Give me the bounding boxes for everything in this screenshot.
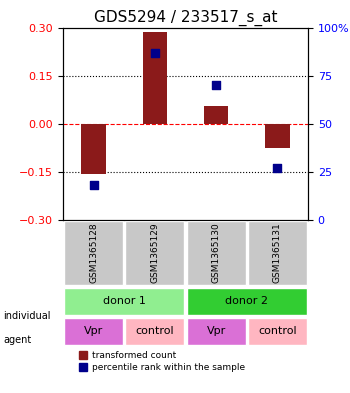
Text: agent: agent (4, 335, 32, 345)
Bar (81, 124, 106, 174)
FancyBboxPatch shape (248, 318, 307, 345)
Text: GSM1365130: GSM1365130 (212, 223, 220, 283)
Bar (265, 124, 289, 148)
Text: Vpr: Vpr (84, 327, 103, 336)
Text: GSM1365129: GSM1365129 (150, 223, 159, 283)
Text: individual: individual (4, 311, 51, 321)
Title: GDS5294 / 233517_s_at: GDS5294 / 233517_s_at (94, 10, 277, 26)
Point (152, 50, 158, 56)
Text: donor 1: donor 1 (103, 296, 146, 306)
FancyBboxPatch shape (64, 288, 184, 315)
Text: Vpr: Vpr (206, 327, 226, 336)
FancyBboxPatch shape (64, 318, 123, 345)
Text: control: control (258, 327, 297, 336)
Bar (143, 32, 167, 124)
Legend: transformed count, percentile rank within the sample: transformed count, percentile rank withi… (80, 351, 245, 372)
Point (274, 165, 280, 171)
FancyBboxPatch shape (125, 318, 184, 345)
Text: GSM1365128: GSM1365128 (89, 223, 98, 283)
FancyBboxPatch shape (187, 221, 245, 285)
Point (91, 182, 97, 189)
Text: GSM1365131: GSM1365131 (273, 223, 282, 283)
FancyBboxPatch shape (64, 221, 123, 285)
Point (213, 82, 219, 88)
Text: control: control (135, 327, 174, 336)
FancyBboxPatch shape (187, 288, 307, 315)
FancyBboxPatch shape (248, 221, 307, 285)
Text: donor 2: donor 2 (225, 296, 268, 306)
FancyBboxPatch shape (125, 221, 184, 285)
Bar (204, 106, 228, 124)
FancyBboxPatch shape (187, 318, 245, 345)
